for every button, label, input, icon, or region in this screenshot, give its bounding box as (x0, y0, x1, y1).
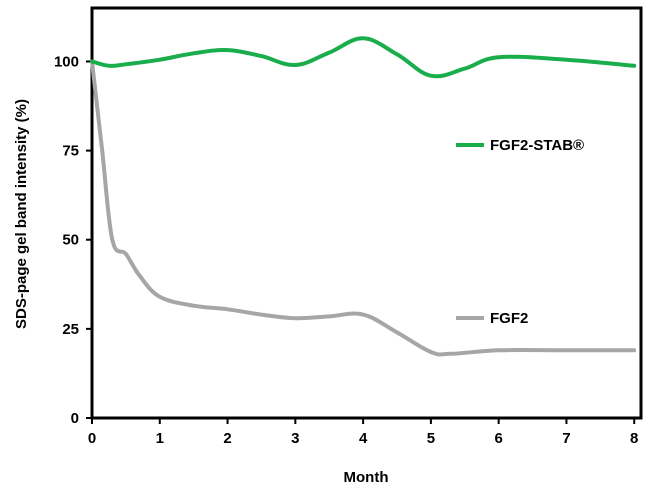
y-axis-title: SDS-page gel band intensity (%) (13, 99, 30, 329)
plot-frame (90, 6, 643, 420)
x-tick-label: 4 (359, 430, 368, 447)
x-tick-label: 3 (291, 430, 299, 447)
series-layer (90, 36, 637, 357)
x-tick-label: 2 (223, 430, 231, 447)
y-tick-label: 75 (62, 143, 79, 160)
y-axis-ticks: 0 25 50 75 100 (54, 53, 92, 427)
x-axis-ticks: 0 1 2 3 4 5 6 7 8 (88, 418, 638, 447)
x-tick-label: 0 (88, 430, 96, 447)
x-axis-title: Month (344, 469, 389, 486)
x-tick-label: 1 (156, 430, 164, 447)
series-line-fgf2 (90, 59, 637, 357)
legend-label: FGF2 (490, 310, 528, 327)
x-tick-label: 8 (630, 430, 638, 447)
x-tick-label: 6 (494, 430, 502, 447)
legend-layer: FGF2-STAB® FGF2 (456, 137, 584, 327)
series-line-fgf2-stab (90, 36, 637, 79)
x-tick-label: 7 (562, 430, 570, 447)
y-tick-label: 25 (62, 321, 79, 338)
y-tick-label: 0 (71, 410, 79, 427)
x-tick-label: 5 (427, 430, 435, 447)
legend-label: FGF2-STAB® (490, 137, 584, 154)
y-tick-label: 50 (62, 232, 79, 249)
y-tick-label: 100 (54, 53, 79, 70)
